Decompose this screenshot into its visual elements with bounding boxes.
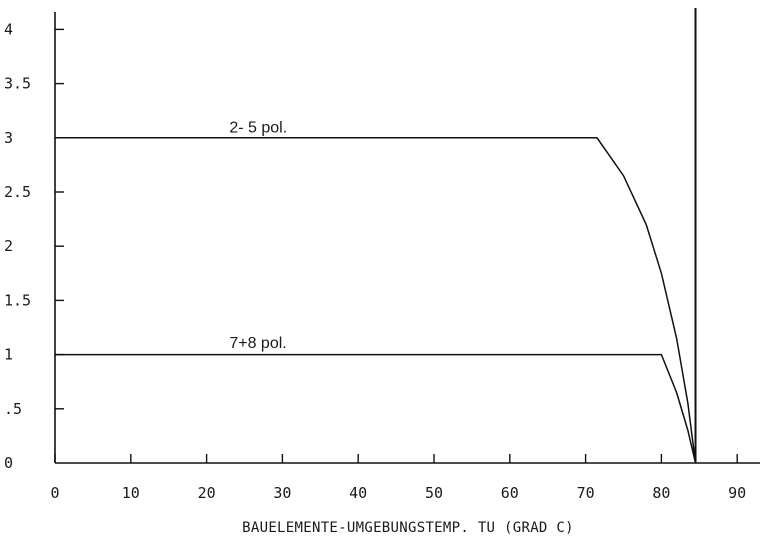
- x-tick-label: 90: [728, 484, 746, 502]
- x-tick-label: 0: [50, 484, 59, 502]
- y-tick-label: .5: [4, 400, 22, 418]
- y-tick-label: 2.5: [4, 183, 31, 201]
- series-line-0: [55, 137, 697, 464]
- axes: [54, 12, 760, 464]
- y-tick-label: 1.5: [4, 291, 31, 309]
- x-tick-label: 70: [577, 484, 595, 502]
- series-line-1: [55, 353, 697, 464]
- y-tick-label: 3.5: [4, 75, 31, 93]
- y-tick-label-zero: 0: [4, 454, 13, 472]
- x-axis-title: BAUELEMENTE-UMGEBUNGSTEMP. TU (GRAD C): [242, 520, 574, 536]
- x-tick-label: 30: [273, 484, 291, 502]
- x-tick-label: 50: [425, 484, 443, 502]
- x-tick-label: 60: [501, 484, 519, 502]
- y-tick-label: 4: [4, 20, 13, 38]
- series-group: 2- 5 pol. 7+8 pol.: [55, 119, 697, 464]
- x-tick-label: 40: [349, 484, 367, 502]
- y-tick-label: 2: [4, 237, 13, 255]
- x-tick-label: 80: [652, 484, 670, 502]
- x-ticks: 0 10 20 30 40 50 60 70 80 90: [50, 454, 746, 502]
- x-tick-label: 20: [198, 484, 216, 502]
- y-tick-label: 3: [4, 129, 13, 147]
- series-label-0: 2- 5 pol.: [229, 119, 287, 136]
- x-tick-label: 10: [122, 484, 140, 502]
- series-label-1: 7+8 pol.: [229, 335, 286, 352]
- y-tick-label: 1: [4, 346, 13, 364]
